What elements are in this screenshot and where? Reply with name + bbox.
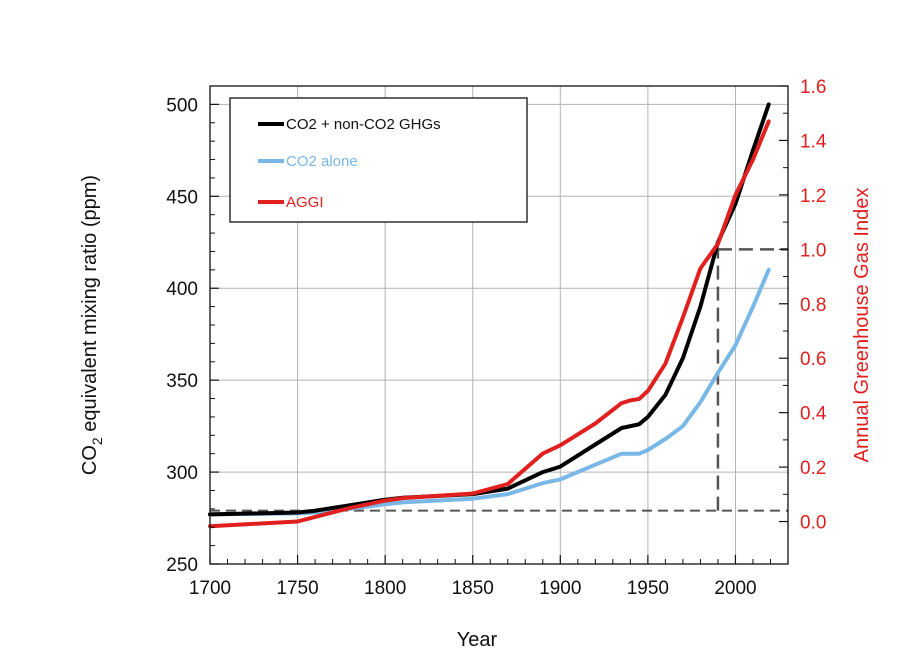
y-left-tick-label: 350 <box>166 371 198 392</box>
y-axis-right-title: Annual Greenhouse Gas Index <box>851 188 873 463</box>
series-lines <box>208 102 771 529</box>
tick-labels: 1700 1750 1800 1850 1900 1950 2000 250 300 350 400… <box>166 77 827 599</box>
legend-label-blue: CO2 alone <box>286 153 358 170</box>
y-left-tick-label: 250 <box>166 555 198 576</box>
y-axis-left-title: CO2 equivalent mixing ratio (ppm) <box>79 175 105 475</box>
y-left-tick-label: 400 <box>166 279 198 300</box>
x-tick-label: 1700 <box>189 578 231 599</box>
legend-label-black: CO2 + non-CO2 GHGs <box>286 116 441 133</box>
y-right-tick-label: 0.2 <box>800 458 826 479</box>
y-right-tick-label: 1.6 <box>800 77 826 98</box>
y-right-tick-label: 0.4 <box>800 404 827 425</box>
series-line-co2-plus-non-co2 <box>208 102 771 517</box>
legend: CO2 + non-CO2 GHGs CO2 alone AGGI <box>229 97 528 223</box>
y-right-tick-label: 0.8 <box>800 295 826 316</box>
y-axis-left-title-pre: CO <box>79 445 101 475</box>
y-axis-left-title-sub: 2 <box>89 437 105 445</box>
y-axis-left-title-post: equivalent mixing ratio (ppm) <box>79 175 101 437</box>
y-right-tick-label: 0.0 <box>800 513 826 534</box>
legend-label-red: AGGI <box>286 194 324 211</box>
x-tick-label: 2000 <box>714 578 756 599</box>
x-axis-title: Year <box>457 629 498 651</box>
x-tick-label: 1900 <box>539 578 581 599</box>
x-tick-label: 1750 <box>276 578 318 599</box>
y-left-tick-label: 300 <box>166 463 198 484</box>
x-tick-label: 1800 <box>364 578 406 599</box>
y-left-tick-label: 450 <box>166 187 198 208</box>
series-line-aggi <box>208 119 771 529</box>
y-right-tick-label: 1.0 <box>800 240 826 261</box>
x-tick-label: 1850 <box>452 578 494 599</box>
ticks <box>209 85 788 565</box>
x-tick-label: 1950 <box>627 578 669 599</box>
y-right-tick-label: 1.4 <box>800 131 827 152</box>
y-left-tick-label: 500 <box>166 95 198 116</box>
y-right-tick-label: 1.2 <box>800 186 826 207</box>
y-right-tick-label: 0.6 <box>800 349 826 370</box>
